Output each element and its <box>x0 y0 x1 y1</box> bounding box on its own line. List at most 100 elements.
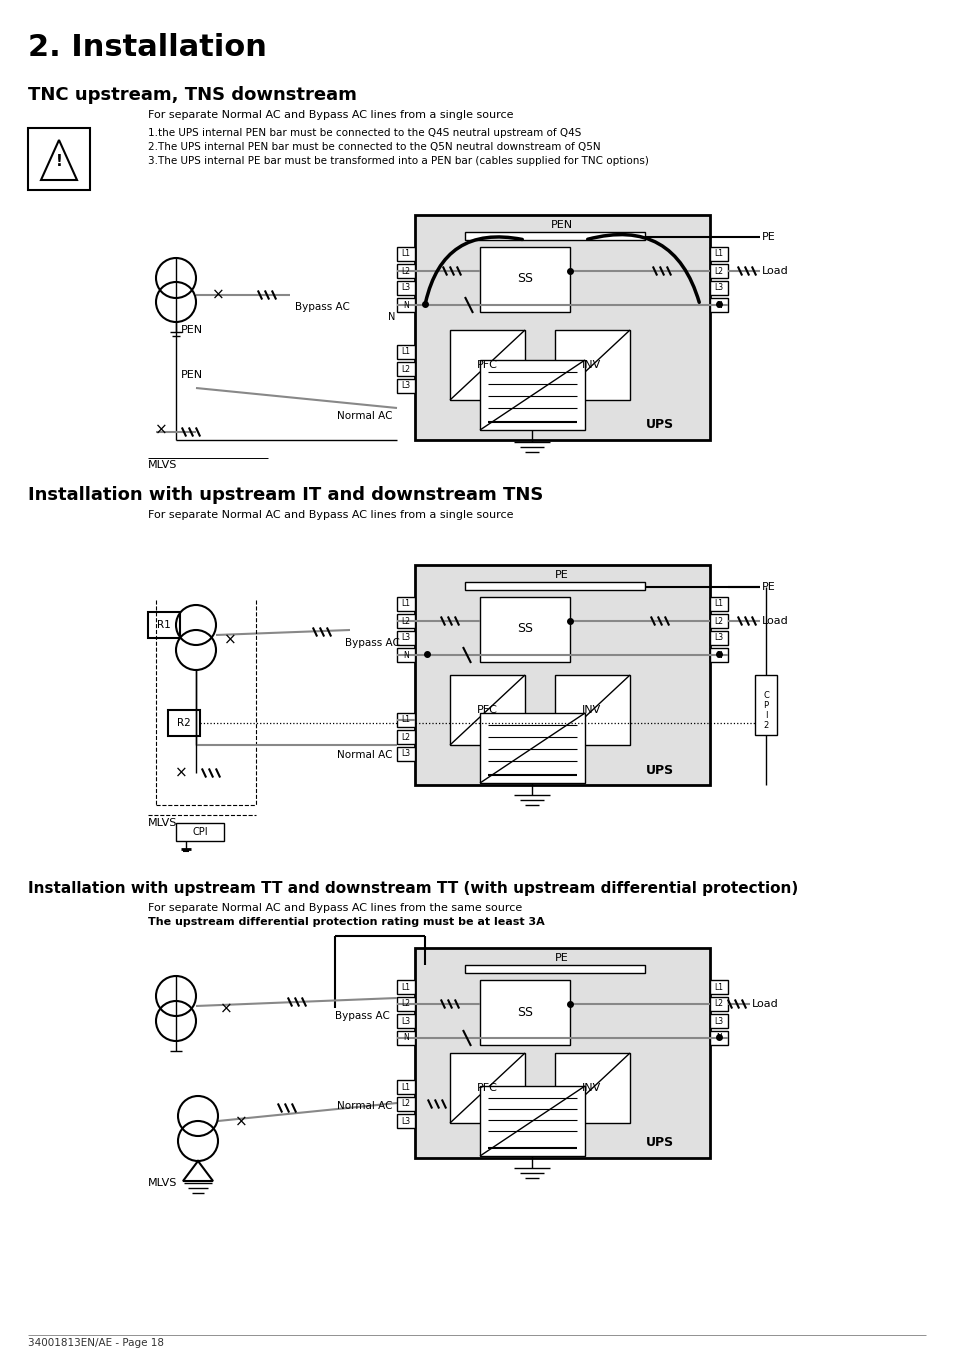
Text: L3: L3 <box>714 634 722 643</box>
Bar <box>396 247 415 261</box>
Bar <box>396 281 415 295</box>
Text: SS: SS <box>517 623 533 635</box>
Text: L2: L2 <box>401 1000 410 1008</box>
Text: Load: Load <box>761 266 788 276</box>
Bar <box>709 631 727 644</box>
Text: PEN: PEN <box>181 326 203 335</box>
Text: N: N <box>403 1034 409 1043</box>
Bar <box>396 997 415 1011</box>
Bar <box>709 1015 727 1028</box>
Text: ×: × <box>223 632 236 647</box>
Bar <box>396 747 415 761</box>
Text: L2: L2 <box>401 732 410 742</box>
Text: ×: × <box>154 423 167 438</box>
Text: P: P <box>762 701 768 709</box>
Text: ×: × <box>174 766 187 781</box>
Text: PE: PE <box>761 232 775 242</box>
Bar <box>396 730 415 744</box>
Bar <box>709 997 727 1011</box>
Text: L1: L1 <box>401 982 410 992</box>
Bar <box>415 565 709 785</box>
Bar <box>555 676 629 744</box>
Bar <box>415 215 709 440</box>
Bar <box>479 713 584 784</box>
Bar <box>28 128 90 190</box>
Bar <box>396 299 415 312</box>
Text: ×: × <box>234 1115 248 1129</box>
Bar <box>709 613 727 628</box>
Bar <box>709 299 727 312</box>
Text: L2: L2 <box>401 616 410 626</box>
Text: 2. Installation: 2. Installation <box>28 34 267 62</box>
Bar <box>396 1097 415 1111</box>
Text: L1: L1 <box>401 250 410 258</box>
Bar <box>168 711 200 736</box>
Bar <box>175 823 224 842</box>
Text: N: N <box>716 650 721 659</box>
Text: PE: PE <box>761 582 775 592</box>
Text: L1: L1 <box>714 600 722 608</box>
Text: L1: L1 <box>714 250 722 258</box>
Text: Bypass AC: Bypass AC <box>294 303 350 312</box>
Text: R2: R2 <box>177 717 191 728</box>
Text: Load: Load <box>761 616 788 626</box>
Text: L2: L2 <box>714 266 722 276</box>
Text: MLVS: MLVS <box>148 1178 177 1188</box>
Text: L2: L2 <box>714 616 722 626</box>
Text: PFC: PFC <box>476 705 497 715</box>
Text: ×: × <box>212 288 224 303</box>
Text: L3: L3 <box>401 284 410 293</box>
Bar <box>754 676 776 735</box>
Text: L2: L2 <box>714 1000 722 1008</box>
Text: 3.The UPS internal PE bar must be transformed into a PEN bar (cables supplied fo: 3.The UPS internal PE bar must be transf… <box>148 155 648 166</box>
Bar <box>709 247 727 261</box>
Text: INV: INV <box>581 359 601 370</box>
Text: L3: L3 <box>714 284 722 293</box>
Text: Bypass AC: Bypass AC <box>335 1011 390 1021</box>
Text: L3: L3 <box>401 381 410 390</box>
Text: L1: L1 <box>401 1082 410 1092</box>
Text: Bypass AC: Bypass AC <box>345 638 399 648</box>
Bar <box>464 582 644 590</box>
Text: ×: × <box>220 1001 233 1016</box>
Bar <box>555 1052 629 1123</box>
Text: Installation with upstream IT and downstream TNS: Installation with upstream IT and downst… <box>28 486 543 504</box>
Text: L1: L1 <box>401 347 410 357</box>
Bar <box>709 281 727 295</box>
Text: PE: PE <box>555 952 568 963</box>
Text: N: N <box>403 300 409 309</box>
Bar <box>396 613 415 628</box>
Text: PFC: PFC <box>476 1084 497 1093</box>
Bar <box>396 1115 415 1128</box>
Text: INV: INV <box>581 705 601 715</box>
Text: PFC: PFC <box>476 359 497 370</box>
Text: Normal AC: Normal AC <box>337 411 393 422</box>
Bar <box>450 330 524 400</box>
Text: L1: L1 <box>714 982 722 992</box>
Text: Normal AC: Normal AC <box>337 1101 393 1111</box>
Text: UPS: UPS <box>645 763 674 777</box>
Text: For separate Normal AC and Bypass AC lines from a single source: For separate Normal AC and Bypass AC lin… <box>148 509 513 520</box>
Text: UPS: UPS <box>645 1136 674 1150</box>
Bar <box>479 597 569 662</box>
Bar <box>396 648 415 662</box>
Text: 1.the UPS internal PEN bar must be connected to the Q4S neutral upstream of Q4S: 1.the UPS internal PEN bar must be conne… <box>148 128 580 138</box>
Text: PEN: PEN <box>551 220 573 230</box>
Text: For separate Normal AC and Bypass AC lines from a single source: For separate Normal AC and Bypass AC lin… <box>148 109 513 120</box>
Text: L3: L3 <box>401 750 410 758</box>
Bar <box>709 597 727 611</box>
Bar <box>396 380 415 393</box>
Text: L1: L1 <box>401 600 410 608</box>
Text: PEN: PEN <box>181 370 203 380</box>
Text: MLVS: MLVS <box>148 459 177 470</box>
Bar <box>396 345 415 359</box>
Bar <box>555 330 629 400</box>
Text: PE: PE <box>555 570 568 580</box>
Bar <box>709 263 727 278</box>
Bar <box>396 362 415 376</box>
Text: MLVS: MLVS <box>148 817 177 828</box>
Text: For separate Normal AC and Bypass AC lines from the same source: For separate Normal AC and Bypass AC lin… <box>148 902 521 913</box>
Text: L3: L3 <box>401 1016 410 1025</box>
Bar <box>396 263 415 278</box>
Bar <box>479 359 584 430</box>
